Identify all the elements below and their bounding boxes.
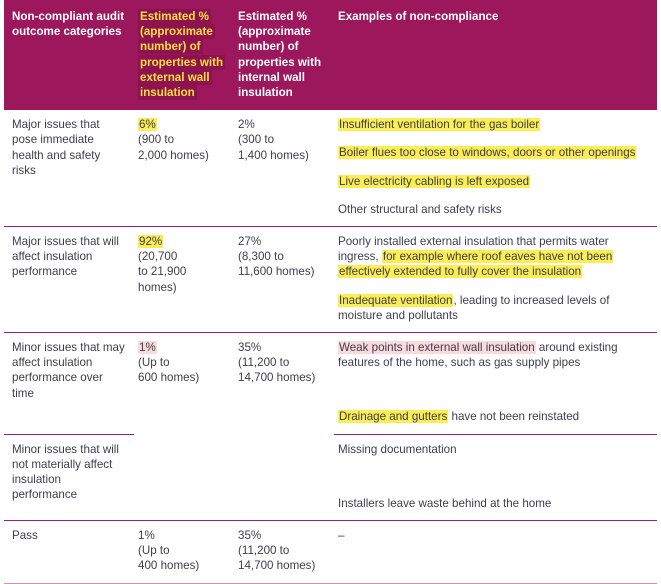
column-header-internal: Estimated % (approximate number) of prop…	[234, 0, 334, 111]
column-header-examples: Examples of non-compliance	[334, 0, 657, 111]
internal-detail: (11,200 to 14,700 homes)	[238, 356, 316, 385]
cell-examples: Weak points in external wall insulation …	[334, 332, 657, 435]
column-header-external: Estimated % (approximate number) of prop…	[134, 0, 234, 111]
column-header-external-label: Estimated % (approximate number) of prop…	[138, 9, 226, 101]
cell-category: Pass	[4, 520, 134, 584]
internal-detail: (11,200 to 14,700 homes)	[238, 544, 316, 573]
example-item: Insufficient ventilation for the gas boi…	[338, 117, 649, 132]
column-header-examples-label: Examples of non-compliance	[338, 10, 499, 23]
table-body: Major issues that pose immediate health …	[4, 110, 657, 584]
example-spacer	[338, 383, 649, 396]
cell-category: Minor issues that will not materially af…	[4, 433, 134, 521]
non-compliance-audit-table: Non-compliant audit outcome categories E…	[4, 0, 657, 584]
cell-internal: 35% (11,200 to 14,700 homes)	[234, 520, 334, 584]
category-label: Minor issues that will not materially af…	[12, 442, 119, 502]
table-row: Major issues that pose immediate health …	[4, 110, 657, 226]
internal-pct: 35%	[238, 529, 262, 543]
highlighted-text: Weak points in external wall insulation	[338, 341, 536, 355]
cell-external: 6% (900 to 2,000 homes)	[134, 110, 234, 226]
highlighted-text: Drainage and gutters	[338, 410, 449, 424]
category-label: Major issues that pose immediate health …	[12, 118, 101, 177]
highlighted-text: Insufficient ventilation for the gas boi…	[338, 118, 541, 132]
column-header-category-label: Non-compliant audit outcome categories	[12, 10, 125, 39]
external-detail: (20,700 to 21,900 homes)	[138, 250, 187, 294]
category-label: Minor issues that may affect insulation …	[12, 341, 125, 400]
external-pct: 6%	[138, 117, 226, 132]
internal-pct: 2%	[238, 118, 255, 132]
external-pct: 1%	[138, 529, 155, 543]
cell-category: Major issues that will affect insulation…	[4, 226, 134, 333]
example-item: Installers leave waste behind at the hom…	[338, 496, 552, 510]
internal-pct: 27%	[238, 235, 262, 249]
external-detail: (Up to 400 homes)	[138, 544, 200, 573]
external-pct: 1%	[138, 340, 226, 355]
cell-examples: Poorly installed external insulation tha…	[334, 226, 657, 333]
cell-examples: Insufficient ventilation for the gas boi…	[334, 110, 657, 226]
column-header-internal-label: Estimated % (approximate number) of prop…	[238, 10, 322, 100]
example-item: Live electricity cabling is left exposed	[338, 174, 649, 189]
external-pct-value: 92%	[138, 235, 164, 249]
example-item: –	[338, 529, 345, 543]
header-row: Non-compliant audit outcome categories E…	[4, 0, 657, 111]
category-label: Major issues that will affect insulation…	[12, 235, 119, 279]
cell-category: Major issues that pose immediate health …	[4, 110, 134, 226]
highlighted-text: Inadequate ventilation	[338, 293, 454, 307]
highlighted-text: Live electricity cabling is left exposed	[338, 174, 531, 188]
cell-examples: Missing documentation Installers leave w…	[334, 433, 657, 521]
example-item: Drainage and gutters have not been reins…	[338, 410, 580, 424]
example-item: Boiler flues too close to windows, doors…	[338, 145, 649, 160]
column-header-category: Non-compliant audit outcome categories	[4, 0, 134, 111]
cell-external: 1% (Up to 600 homes)	[134, 332, 234, 521]
example-item: Weak points in external wall insulation …	[338, 341, 618, 370]
category-label: Pass	[12, 529, 38, 543]
table-row: Major issues that will affect insulation…	[4, 226, 657, 333]
external-pct-value: 6%	[138, 118, 157, 132]
table-row: Pass 1% (Up to 400 homes) 35% (11,200 to…	[4, 520, 657, 584]
external-detail: (Up to 600 homes)	[138, 356, 200, 385]
external-pct: 92%	[138, 234, 226, 249]
example-item: Poorly installed external insulation tha…	[338, 235, 614, 279]
external-detail: (900 to 2,000 homes)	[138, 133, 209, 162]
example-item: Missing documentation	[338, 442, 457, 456]
table-row: Minor issues that may affect insulation …	[4, 332, 657, 521]
example-item: Inadequate ventilation, leading to incre…	[338, 293, 610, 322]
internal-detail: (8,300 to 11,600 homes)	[238, 250, 315, 279]
table-row: Minor issues that will not materially af…	[4, 433, 657, 521]
cell-internal: 2% (300 to 1,400 homes)	[234, 110, 334, 226]
cell-external: 92% (20,700 to 21,900 homes)	[134, 226, 234, 333]
cell-internal: 27% (8,300 to 11,600 homes)	[234, 226, 334, 333]
cell-internal: 35% (11,200 to 14,700 homes)	[234, 332, 334, 521]
cell-category: Minor issues that may affect insulation …	[4, 332, 134, 435]
internal-detail: (300 to 1,400 homes)	[238, 133, 309, 162]
external-pct-value: 1%	[138, 341, 157, 355]
highlighted-text: Boiler flues too close to windows, doors…	[338, 146, 637, 160]
cell-external: 1% (Up to 400 homes)	[134, 520, 234, 584]
cell-examples: –	[334, 520, 657, 584]
example-spacer	[338, 470, 649, 483]
internal-pct: 35%	[238, 341, 262, 355]
example-item: Other structural and safety risks	[338, 202, 502, 216]
highlighted-text: for example where roof eaves have not be…	[338, 250, 614, 279]
table-header: Non-compliant audit outcome categories E…	[4, 0, 657, 111]
